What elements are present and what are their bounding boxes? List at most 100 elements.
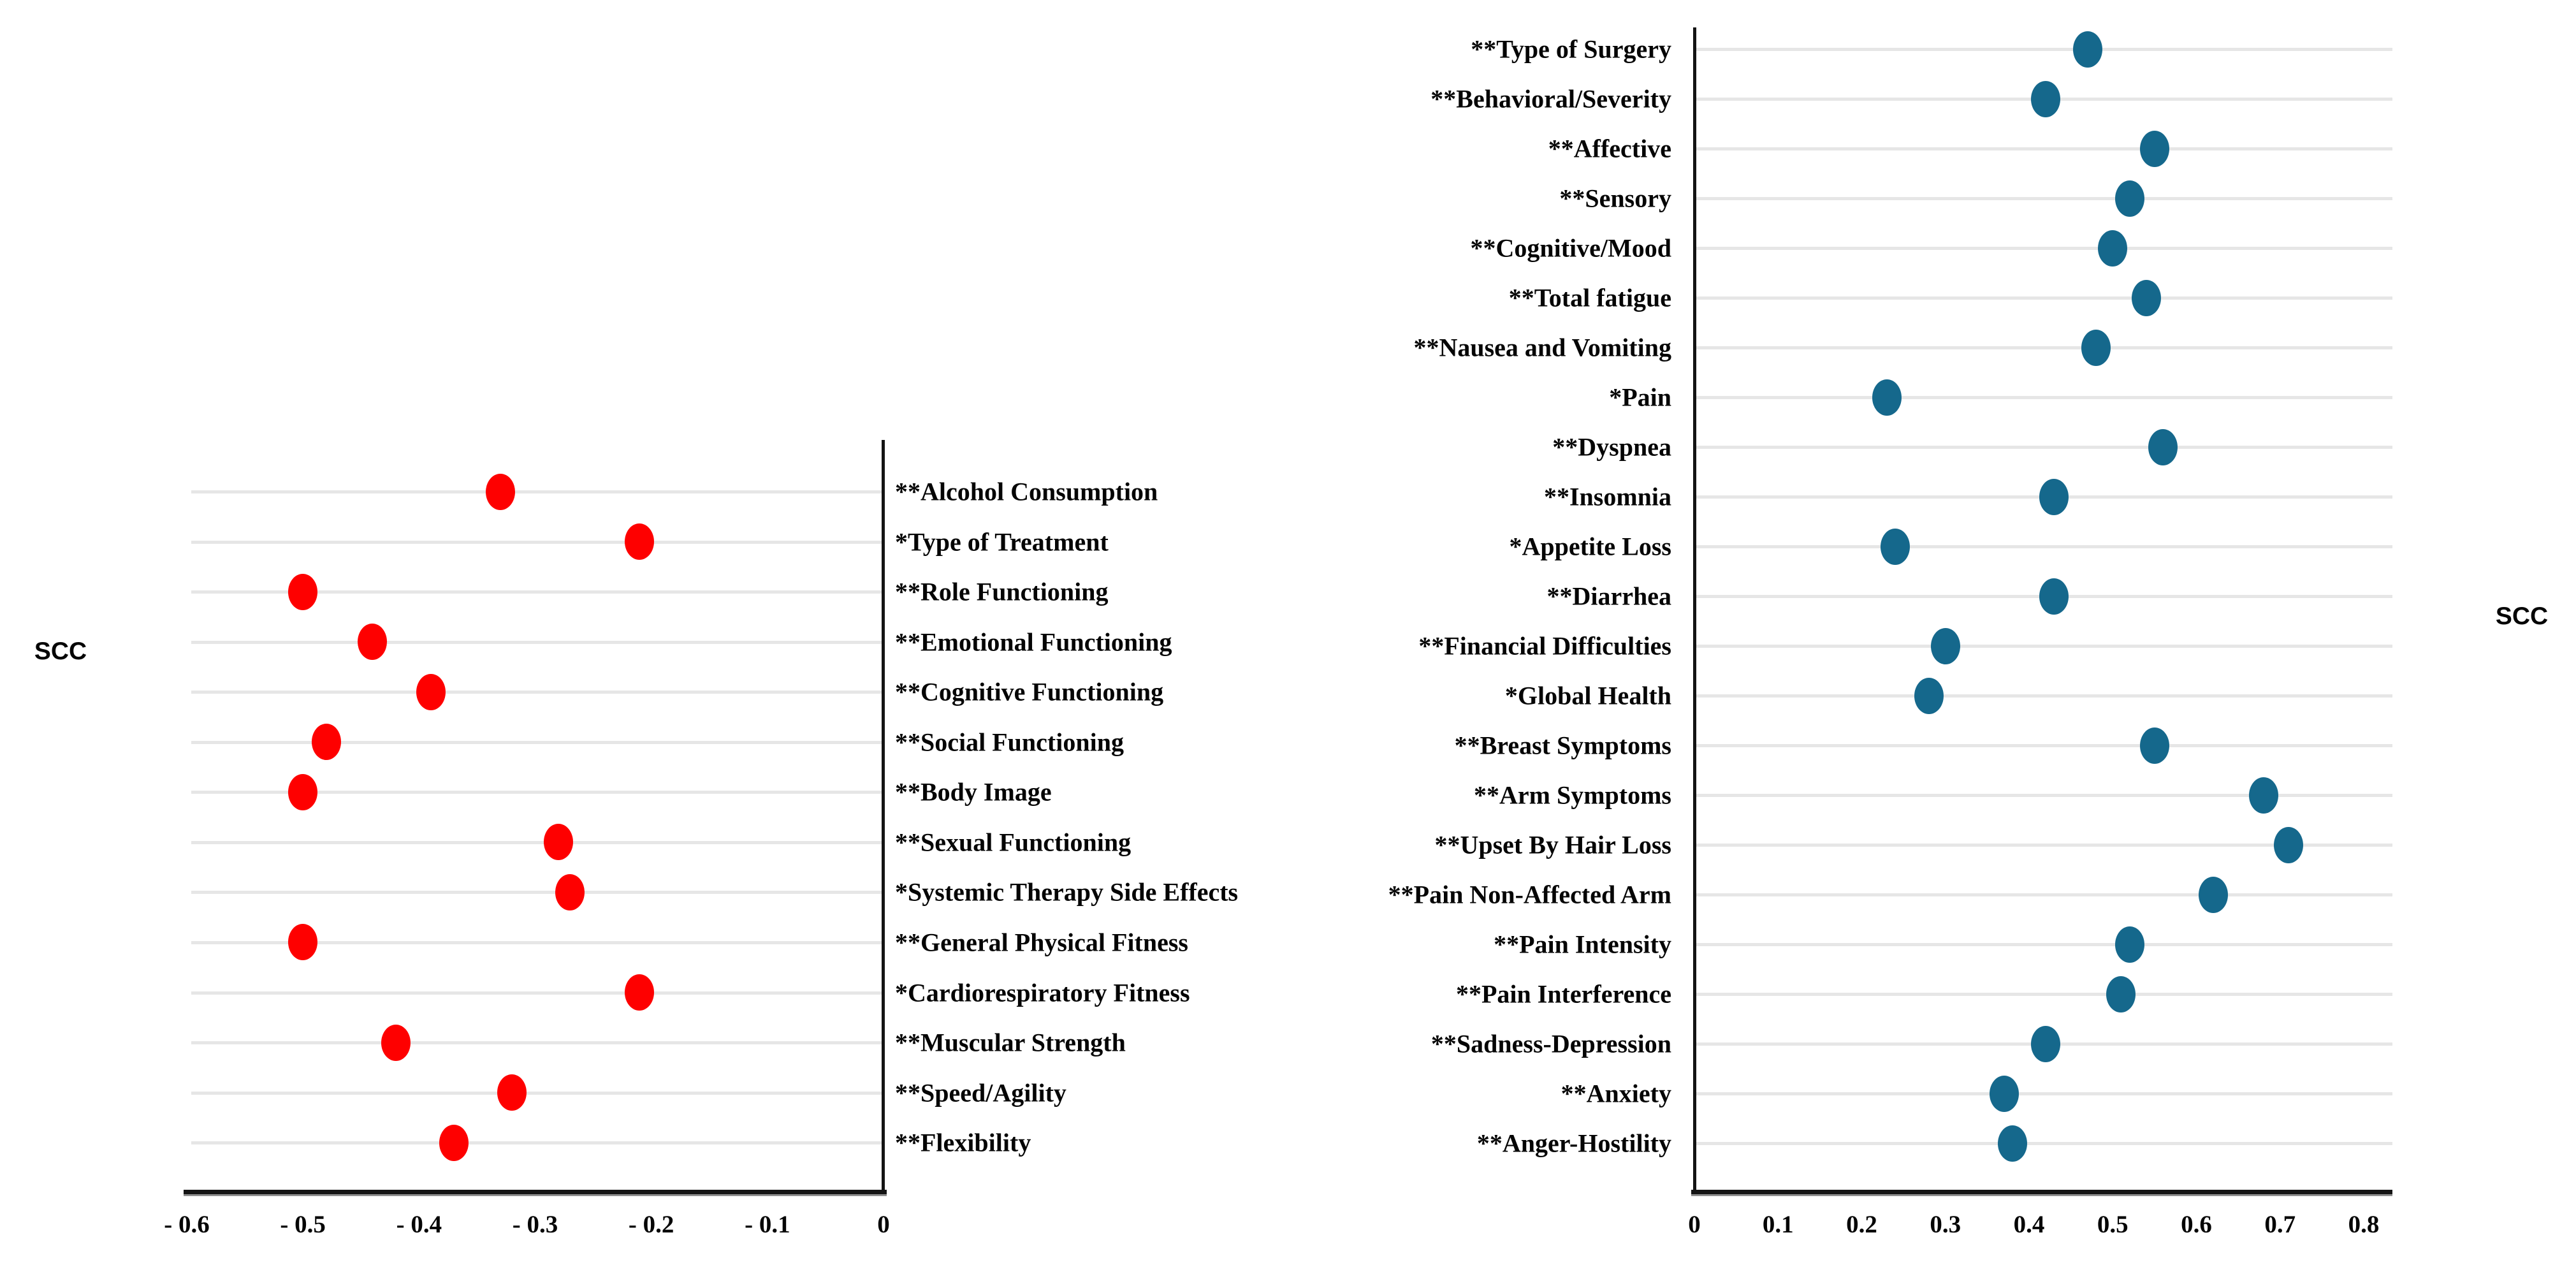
y-axis-line (1693, 27, 1696, 1194)
category-label: **Behavioral/Severity (1430, 84, 1671, 113)
category-label: *Systemic Therapy Side Effects (895, 877, 1239, 907)
category-label: **Breast Symptoms (1454, 731, 1671, 760)
x-axis-line (184, 1190, 887, 1196)
data-point-dot (2114, 180, 2144, 217)
data-point-dot (1914, 677, 1944, 714)
data-point-dot (2098, 230, 2128, 267)
data-point-dot (2198, 876, 2228, 913)
x-tick-label: 0 (1688, 1211, 1701, 1238)
data-point-dot (2031, 80, 2061, 117)
data-point-dot (416, 673, 446, 710)
x-tick-label: - 0.4 (396, 1211, 442, 1238)
data-point-dot (381, 1024, 411, 1061)
category-label: **Pain Intensity (1494, 930, 1671, 959)
data-point-dot (288, 573, 318, 610)
y-axis-title-right: SCC (2495, 603, 2549, 630)
gridline (1696, 694, 2392, 698)
category-label: **Diarrhea (1546, 581, 1671, 611)
data-point-dot (1930, 627, 1960, 664)
gridline (191, 590, 884, 594)
category-label: **Speed/Agility (895, 1078, 1066, 1108)
category-label: **Pain Interference (1455, 979, 1671, 1009)
category-label: **Body Image (895, 777, 1052, 807)
gridline (1696, 48, 2392, 51)
gridline (1696, 1092, 2392, 1095)
x-tick-label: - 0.3 (512, 1211, 558, 1238)
category-label: **Emotional Functioning (895, 627, 1172, 657)
gridline (1696, 744, 2392, 747)
data-point-dot (288, 773, 318, 810)
category-label: **Cognitive/Mood (1470, 233, 1671, 263)
category-label: **Financial Difficulties (1418, 631, 1671, 661)
data-point-dot (2072, 31, 2102, 68)
category-label: *Global Health (1504, 681, 1671, 710)
data-point-dot (288, 924, 318, 961)
gridline (1696, 446, 2392, 449)
data-point-dot (485, 473, 515, 510)
gridline (191, 691, 884, 694)
x-tick-label: 0.2 (1846, 1211, 1877, 1238)
x-tick-label: 0.4 (2013, 1211, 2045, 1238)
category-label: *Appetite Loss (1509, 532, 1671, 561)
category-label: *Cardiorespiratory Fitness (895, 978, 1190, 1007)
category-label: **Upset By Hair Loss (1434, 830, 1671, 859)
category-label: **Cognitive Functioning (895, 677, 1164, 706)
x-tick-label: - 0.2 (628, 1211, 674, 1238)
gridline (191, 840, 884, 844)
data-point-dot (2039, 478, 2069, 515)
gridline (1696, 197, 2392, 200)
gridline (191, 1091, 884, 1095)
gridline (1696, 396, 2392, 399)
category-label: **Alcohol Consumption (895, 477, 1158, 506)
data-point-dot (2139, 130, 2169, 167)
category-label: **Sexual Functioning (895, 828, 1132, 857)
data-point-dot (1872, 379, 1902, 416)
category-label: **Sensory (1559, 184, 1671, 213)
category-label: *Pain (1609, 383, 1671, 412)
data-point-dot (2248, 777, 2278, 814)
data-point-dot (1881, 528, 1910, 565)
category-label: **Flexibility (895, 1128, 1031, 1157)
category-label: **Type of Surgery (1471, 34, 1671, 64)
x-tick-label: 0.8 (2348, 1211, 2380, 1238)
gridline (191, 791, 884, 794)
x-tick-label: - 0.6 (164, 1211, 210, 1238)
category-label: **Arm Symptoms (1474, 780, 1671, 810)
gridline (191, 891, 884, 895)
gridline (1696, 794, 2392, 797)
data-point-dot (543, 824, 573, 861)
gridline (1696, 993, 2392, 996)
gridline (191, 991, 884, 995)
gridline (191, 1141, 884, 1145)
data-point-dot (2131, 279, 2161, 316)
gridline (1696, 247, 2392, 250)
gridline (191, 490, 884, 493)
data-point-dot (311, 724, 341, 761)
data-point-dot (2031, 1025, 2061, 1062)
gridline (1696, 1142, 2392, 1145)
data-point-dot (1997, 1125, 2027, 1162)
data-point-dot (497, 1074, 527, 1111)
gridline (191, 740, 884, 744)
gridline (1696, 147, 2392, 150)
y-axis-line (882, 440, 885, 1194)
gridline (191, 940, 884, 944)
category-label: **Total fatigue (1508, 283, 1671, 312)
gridline (191, 640, 884, 644)
category-label: **Muscular Strength (895, 1028, 1126, 1057)
category-label: **Dyspnea (1552, 432, 1671, 462)
x-tick-label: - 0.5 (280, 1211, 326, 1238)
x-axis-line (1691, 1190, 2392, 1196)
category-label: **Nausea and Vomiting (1413, 333, 1671, 362)
gridline (1696, 893, 2392, 896)
gridline (1696, 296, 2392, 300)
gridline (1696, 545, 2392, 548)
gridline (1696, 943, 2392, 946)
x-tick-label: 0.1 (1762, 1211, 1794, 1238)
category-label: **Social Functioning (895, 727, 1124, 757)
category-label: **Role Functioning (895, 577, 1109, 606)
gridline (191, 1041, 884, 1045)
data-point-dot (2081, 329, 2111, 366)
gridline (191, 540, 884, 544)
data-point-dot (555, 874, 585, 910)
